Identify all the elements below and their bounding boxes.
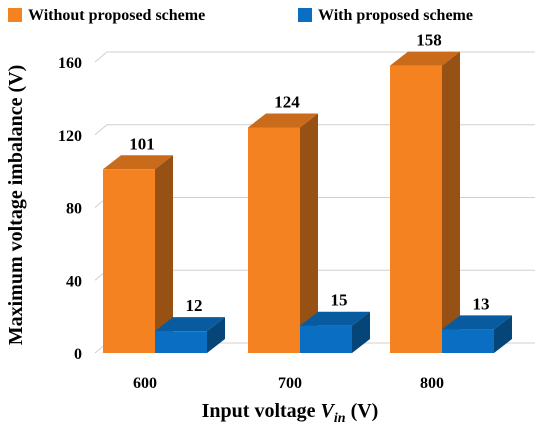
bar-side: [207, 317, 225, 353]
bar-top: [248, 113, 318, 128]
x-axis-title-prefix: Input voltage: [202, 400, 321, 422]
y-axis-title: Maximum voltage imbalance (V): [5, 65, 27, 346]
legend-swatch-without: [8, 8, 22, 22]
x-tick-label: 600: [133, 375, 157, 392]
y-tick-label: 80: [66, 201, 82, 218]
bar-top: [155, 317, 225, 332]
data-label: 13: [473, 294, 490, 313]
x-axis-title-sub: in: [334, 411, 346, 426]
data-label: 101: [129, 134, 155, 153]
bar-front: [300, 325, 352, 353]
bars: [103, 51, 512, 353]
bar-side: [300, 113, 318, 353]
bar-0-0: [103, 155, 173, 353]
bar-top: [103, 155, 173, 170]
bar-side: [155, 155, 173, 353]
y-tick-label: 40: [66, 273, 82, 290]
legend-swatch-with: [298, 8, 312, 22]
data-label: 124: [274, 92, 300, 111]
bar-0-1: [248, 113, 318, 353]
x-axis-title: Input voltage Vin (V): [202, 400, 379, 426]
legend-label-with: With proposed scheme: [318, 7, 473, 24]
x-axis-title-suffix: (V): [346, 400, 379, 422]
legend: Without proposed scheme With proposed sc…: [8, 7, 473, 24]
x-tick-labels: 600 700 800: [133, 375, 444, 392]
gridline: [94, 51, 535, 63]
data-label: 158: [416, 31, 442, 50]
bar-side: [494, 315, 512, 353]
bar-front: [155, 331, 207, 353]
y-tick-label: 0: [74, 346, 82, 363]
bar-top: [390, 51, 460, 66]
x-axis-title-var: V: [321, 400, 336, 422]
y-tick-label: 120: [58, 128, 82, 145]
bar-front: [248, 127, 300, 353]
data-label: 15: [331, 291, 348, 310]
bar-top: [300, 311, 370, 326]
bar-front: [103, 169, 155, 353]
bar-front: [442, 329, 494, 353]
bar-front: [390, 65, 442, 353]
bar-side: [442, 51, 460, 353]
data-labels: 101 12 124 15 158 13: [129, 31, 489, 316]
x-tick-label: 700: [278, 375, 302, 392]
bar-1-1: [300, 311, 370, 353]
y-tick-label: 160: [58, 55, 82, 72]
bar-side: [352, 311, 370, 353]
bar-top: [442, 315, 512, 330]
bar-0-2: [390, 51, 460, 353]
data-label: 12: [186, 296, 203, 315]
bar-1-2: [442, 315, 512, 353]
y-tick-labels: 0 40 80 120 160: [58, 55, 82, 363]
bar-1-0: [155, 317, 225, 353]
x-tick-label: 800: [420, 375, 444, 392]
legend-label-without: Without proposed scheme: [28, 7, 205, 24]
